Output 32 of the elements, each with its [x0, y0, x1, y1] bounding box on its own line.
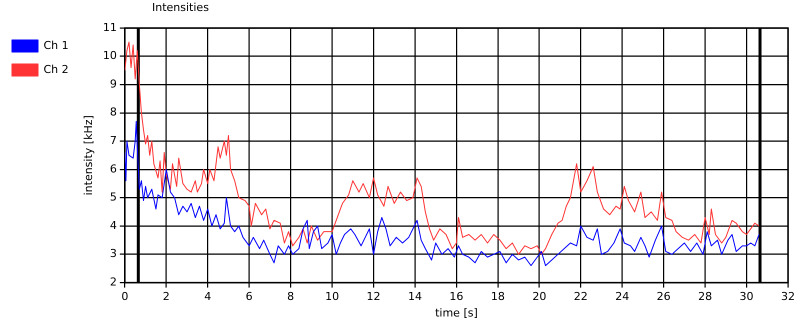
y-tick-label: 5: [110, 190, 117, 204]
y-axis-title: intensity [kHz]: [82, 115, 96, 196]
y-tick-label: 9: [110, 77, 117, 90]
legend-label: Ch 1: [44, 38, 69, 52]
x-tick-label: 2: [162, 290, 170, 304]
x-axis-title: time [s]: [435, 306, 478, 320]
y-tick-label: 8: [110, 106, 117, 119]
x-tick-label: 12: [366, 290, 381, 304]
x-tick-label: 32: [781, 290, 795, 304]
x-tick-label: 0: [121, 290, 128, 304]
x-tick-label: 26: [656, 290, 671, 304]
y-tick-label: 2: [110, 275, 117, 288]
x-tick-label: 6: [246, 290, 253, 304]
x-tick-label: 22: [574, 290, 588, 304]
x-tick-label: 24: [615, 290, 630, 304]
x-tick-label: 14: [408, 290, 422, 304]
x-tick-label: 8: [287, 290, 294, 304]
y-tick-label: 4: [110, 218, 117, 232]
x-tick-label: 10: [325, 290, 340, 304]
x-tick-label: 20: [532, 290, 546, 304]
y-tick-label: 3: [110, 247, 117, 260]
y-tick-label: 7: [110, 134, 117, 148]
x-tick-label: 30: [740, 290, 754, 304]
y-tick-label: 6: [110, 162, 117, 176]
x-tick-label: 18: [490, 290, 505, 304]
x-tick-label: 28: [698, 290, 712, 304]
y-tick-label: 11: [102, 20, 117, 34]
x-tick-label: 16: [449, 290, 464, 304]
legend-label: Ch 2: [44, 62, 69, 76]
y-tick-label: 10: [102, 49, 117, 62]
chart-title: Intensities: [152, 1, 209, 14]
x-tick-label: 4: [204, 290, 212, 304]
